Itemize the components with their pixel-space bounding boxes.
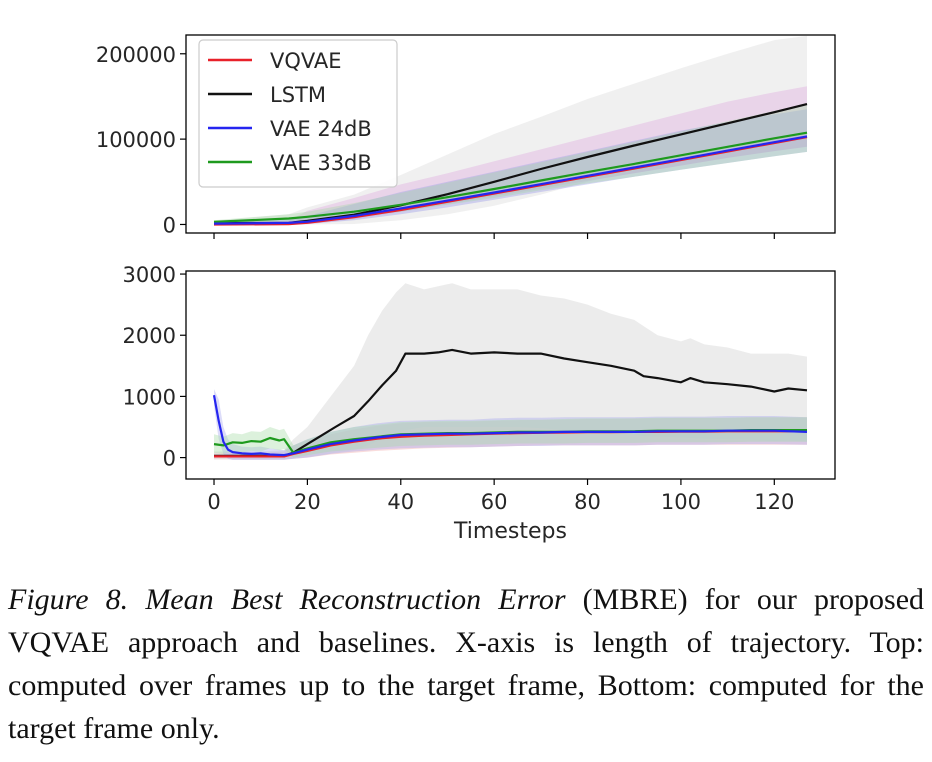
bottom-panel: 0 1000 2000 3000 0 20 40 60 80 100 120 Timesteps bbox=[123, 263, 836, 544]
legend-label-vqvae: VQVAE bbox=[270, 49, 342, 73]
x-axis-label: Timesteps bbox=[453, 519, 567, 544]
legend: VQVAE LSTM VAE 24dB VAE 33dB bbox=[198, 39, 398, 188]
top-line-vae-24db bbox=[213, 135, 808, 225]
top-band-vae-33db bbox=[214, 104, 807, 224]
bottom-ytick-label: 0 bbox=[163, 447, 176, 471]
bottom-ytick-label: 2000 bbox=[123, 324, 176, 348]
top-band-vae-24db bbox=[214, 109, 807, 225]
bottom-xtick-label: 80 bbox=[574, 490, 601, 514]
top-axes-frame bbox=[185, 34, 836, 234]
legend-label-vae-33db: VAE 33dB bbox=[270, 151, 372, 175]
bottom-band-vae-24db bbox=[214, 389, 807, 460]
top-ytick-label: 100000 bbox=[96, 128, 176, 152]
bottom-xtick-label: 0 bbox=[207, 490, 220, 514]
legend-label-vae-24db: VAE 24dB bbox=[270, 117, 372, 141]
bottom-xtick-label: 60 bbox=[481, 490, 508, 514]
caption-title: Mean Best Reconstruction Error bbox=[145, 583, 566, 616]
caption-label: Figure 8. bbox=[8, 583, 129, 616]
bottom-band-lstm bbox=[214, 283, 807, 460]
bottom-xtick-label: 100 bbox=[661, 490, 701, 514]
bottom-band-vae-33db bbox=[214, 417, 807, 458]
bottom-line-vae-24db bbox=[212, 395, 808, 457]
bottom-plot-area bbox=[212, 283, 808, 460]
legend-box bbox=[198, 39, 398, 188]
top-plot-area bbox=[213, 35, 808, 226]
bottom-line-lstm bbox=[214, 348, 808, 457]
bottom-xtick-label: 40 bbox=[387, 490, 414, 514]
top-ytick-label: 200000 bbox=[96, 43, 176, 67]
top-line-vae-33db bbox=[213, 131, 808, 223]
caption-text: (MBRE) for our proposed VQVAE approach a… bbox=[8, 583, 925, 745]
top-band-lstm bbox=[214, 35, 807, 225]
bottom-ytick-label: 3000 bbox=[123, 263, 176, 287]
bottom-xtick-label: 20 bbox=[294, 490, 321, 514]
figure-caption: Figure 8. Mean Best Reconstruction Error… bbox=[8, 578, 924, 750]
legend-label-lstm: LSTM bbox=[270, 83, 326, 107]
top-ytick-label: 0 bbox=[163, 213, 176, 237]
bottom-axes-frame bbox=[185, 270, 836, 480]
bottom-xtick-label: 120 bbox=[754, 490, 794, 514]
bottom-ytick-label: 1000 bbox=[123, 385, 176, 409]
top-panel: 0 100000 200000 VQVAE LSTM VAE 24dB VAE 33dB bbox=[96, 34, 836, 239]
